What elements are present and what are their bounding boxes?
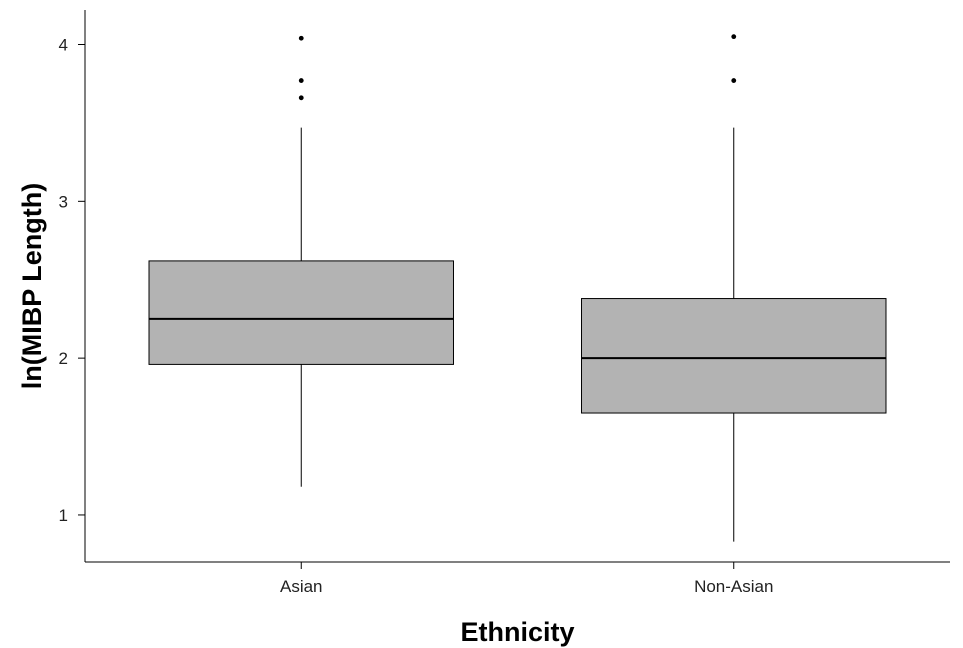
iqr-box: [581, 298, 887, 414]
outlier-point: [731, 78, 737, 83]
x-tick-label: Asian: [280, 577, 323, 596]
y-tick-label: 3: [59, 192, 68, 211]
x-axis-title: Ethnicity: [460, 617, 574, 647]
y-tick-label: 4: [59, 36, 68, 55]
x-tick-label: Non-Asian: [694, 577, 773, 596]
x-ticks: Asian Non-Asian: [280, 562, 773, 596]
y-tick-label: 2: [59, 349, 68, 368]
outlier-point: [298, 95, 304, 101]
outlier-point: [298, 35, 304, 41]
box-non-asian: [581, 34, 887, 542]
y-ticks: 1 2 3 4: [59, 36, 85, 525]
y-axis-title: ln(MIBP Length): [17, 183, 47, 389]
box-asian: [148, 35, 454, 487]
boxes: [148, 34, 887, 542]
axes: [84, 10, 950, 563]
iqr-box: [148, 260, 454, 365]
y-tick-label: 1: [59, 506, 68, 525]
outlier-point: [298, 78, 304, 83]
outlier-point: [731, 34, 737, 40]
